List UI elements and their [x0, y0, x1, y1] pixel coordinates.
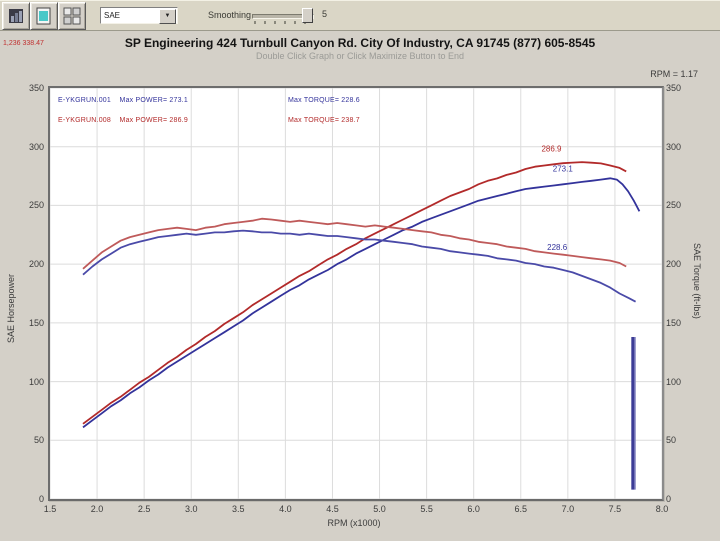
- y-tick-label-left: 300: [28, 141, 44, 152]
- dyno-plot[interactable]: 286.9 273.1 228.6 E-YKGRUN.001 Max POWER= …: [48, 86, 664, 501]
- graph-display-icon: [36, 7, 51, 25]
- x-tick-label: 8.0: [655, 504, 669, 514]
- peak-value-label: 228.6: [547, 243, 568, 252]
- x-tick-label: 4.0: [279, 504, 292, 514]
- smoothing-slider[interactable]: [252, 8, 316, 26]
- graph-window: 1,236 338.47 SP Engineering 424 Turnbull…: [0, 31, 720, 541]
- y-tick-label-right: 150: [666, 317, 682, 328]
- y-tick-label-left: 0: [38, 494, 44, 504]
- correction-dropdown-value: SAE: [104, 11, 121, 20]
- rpm-readout: RPM = 1.17: [650, 69, 698, 79]
- cursor-readout: 1,236 338.47: [3, 40, 44, 47]
- peak-value-label: 273.1: [553, 164, 574, 173]
- toolbar: SAE ▼ Smoothing 5: [0, 0, 720, 31]
- correction-dropdown[interactable]: SAE ▼: [100, 7, 178, 24]
- series-horsepower-run008-red: [82, 161, 627, 425]
- y-tick-label-left: 150: [28, 317, 44, 328]
- x-tick-label: 3.0: [184, 504, 198, 514]
- y-tick-label-left: 200: [28, 259, 44, 270]
- tile-windows-button[interactable]: [58, 2, 86, 30]
- x-tick-label: 7.5: [608, 504, 622, 514]
- chevron-down-icon[interactable]: ▼: [159, 9, 176, 24]
- chart-subtitle: Double Click Graph or Click Maximize But…: [255, 51, 465, 61]
- y-tick-label-right: 300: [666, 141, 682, 152]
- slider-thumb[interactable]: [302, 8, 313, 23]
- smoothing-label: Smoothing: [208, 10, 252, 20]
- graph-setup-icon: [9, 9, 23, 23]
- peak-value-label: 286.9: [541, 144, 562, 153]
- x-tick-label: 2.5: [137, 504, 151, 514]
- y-tick-label-right: 350: [666, 83, 682, 93]
- plot-canvas: 286.9 273.1 228.6: [50, 88, 662, 499]
- y-axis-right-title: SAE Torque (ft-lbs): [692, 243, 702, 319]
- y-axis-left-title: SAE Horsepower: [6, 273, 16, 343]
- y-tick-label-right: 0: [666, 494, 672, 504]
- legend-torque-item: Max TORQUE= 228.6: [288, 97, 360, 104]
- slider-groove: [252, 14, 314, 19]
- x-tick-label: 2.0: [90, 504, 104, 514]
- y-tick-label-right: 200: [666, 259, 682, 270]
- smoothing-value: 5: [322, 9, 328, 19]
- slider-ticks: [254, 21, 312, 24]
- x-tick-label: 3.5: [232, 504, 245, 514]
- x-tick-label: 5.5: [420, 504, 433, 514]
- y-tick-label-left: 50: [33, 435, 44, 446]
- y-tick-label-right: 50: [666, 435, 677, 446]
- graph-setup-button[interactable]: [2, 2, 30, 30]
- y-tick-label-left: 350: [28, 83, 44, 93]
- legend-run-item: E-YKGRUN.008 Max POWER= 286.9: [58, 117, 188, 124]
- legend-torque-item: Max TORQUE= 238.7: [288, 117, 360, 124]
- y-tick-label-right: 250: [666, 200, 682, 211]
- x-tick-label: 7.0: [561, 504, 575, 514]
- x-tick-label: 5.0: [373, 504, 386, 514]
- x-tick-label: 1.5: [43, 504, 57, 514]
- y-tick-label-left: 250: [28, 200, 44, 211]
- x-tick-label: 6.0: [467, 504, 480, 514]
- series-torque-run001-blue: [82, 229, 637, 303]
- graph-display-button[interactable]: [30, 2, 58, 30]
- legend-run-item: E-YKGRUN.001 Max POWER= 273.1: [58, 97, 188, 104]
- series-torque-run008-red: [82, 217, 627, 270]
- page-title: SP Engineering 424 Turnbull Canyon Rd. C…: [124, 36, 596, 50]
- x-axis-title: RPM (x1000): [327, 518, 381, 528]
- x-tick-label: 4.5: [326, 504, 339, 514]
- y-tick-label-left: 100: [28, 376, 44, 387]
- x-tick-label: 6.5: [514, 504, 528, 514]
- tile-windows-icon: [63, 7, 81, 25]
- series-horsepower-run001-blue: [82, 177, 641, 429]
- y-tick-label-right: 100: [666, 376, 682, 387]
